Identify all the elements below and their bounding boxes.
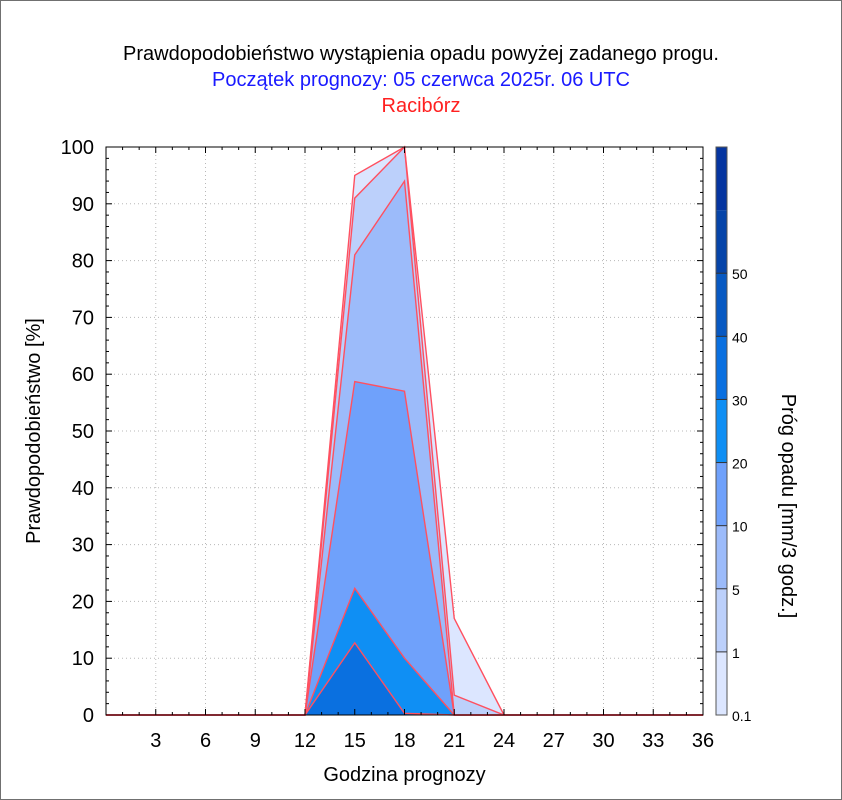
colorbar-segment bbox=[716, 462, 727, 526]
y-tick-label: 40 bbox=[72, 478, 94, 500]
x-axis-label: Godzina prognozy bbox=[323, 764, 485, 786]
y-tick-label: 30 bbox=[72, 535, 94, 557]
colorbar-tick-label: 10 bbox=[732, 519, 748, 535]
colorbar-tick-label: 1 bbox=[732, 645, 740, 661]
colorbar-label: Próg opadu [mm/3 godz.] bbox=[777, 394, 799, 619]
forecast-start-subtitle: Początek prognozy: 05 czerwca 2025r. 06 … bbox=[212, 69, 630, 91]
y-tick-label: 50 bbox=[72, 421, 94, 443]
series-areas bbox=[106, 145, 703, 716]
axes: 3 6 9 12 15 18 21 24 27 30 33 360102030405060708090… bbox=[61, 137, 715, 752]
y-tick-label: 80 bbox=[72, 251, 94, 273]
x-tick-label: 30 bbox=[592, 730, 614, 752]
x-tick-label: 9 bbox=[250, 730, 261, 752]
colorbar-segment bbox=[716, 399, 727, 463]
area-20 bbox=[106, 588, 703, 715]
colorbar-tick-label: 30 bbox=[732, 392, 748, 408]
colorbar-segment bbox=[716, 273, 727, 337]
y-tick-label: 10 bbox=[72, 648, 94, 670]
colorbar-border bbox=[715, 146, 728, 716]
colorbar: 0.1 1 5 10 20 30 40 50 bbox=[715, 146, 752, 724]
y-tick-label: 20 bbox=[72, 591, 94, 613]
y-tick-label: 70 bbox=[72, 307, 94, 329]
x-tick-label: 15 bbox=[344, 730, 366, 752]
y-tick-label: 60 bbox=[72, 364, 94, 386]
x-tick-label: 12 bbox=[294, 730, 316, 752]
colorbar-segment bbox=[716, 210, 727, 274]
area-10 bbox=[106, 381, 703, 715]
x-tick-label: 27 bbox=[543, 730, 565, 752]
colorbar-tick-label: 50 bbox=[732, 266, 748, 282]
colorbar-segment bbox=[716, 336, 727, 400]
x-tick-label: 3 bbox=[150, 730, 161, 752]
chart-title: Prawdopodobieństwo wystąpienia opadu pow… bbox=[123, 43, 719, 65]
colorbar-segment bbox=[716, 588, 727, 652]
y-tick-label: 0 bbox=[83, 705, 94, 727]
colorbar-tick-label: 20 bbox=[732, 456, 748, 472]
y-tick-label: 100 bbox=[61, 137, 94, 159]
x-tick-label: 33 bbox=[642, 730, 664, 752]
y-tick-label: 90 bbox=[72, 194, 94, 216]
location-subtitle: Racibórz bbox=[381, 95, 461, 117]
x-tick-label: 24 bbox=[493, 730, 515, 752]
colorbar-segment bbox=[716, 525, 727, 589]
colorbar-tick-label: 0.1 bbox=[732, 708, 752, 724]
x-tick-label: 6 bbox=[200, 730, 211, 752]
x-tick-label: 18 bbox=[393, 730, 415, 752]
colorbar-tick-label: 5 bbox=[732, 582, 740, 598]
x-tick-label: 36 bbox=[692, 730, 714, 752]
colorbar-tick-label: 40 bbox=[732, 329, 748, 345]
x-tick-label: 21 bbox=[443, 730, 465, 752]
colorbar-segment bbox=[716, 147, 727, 211]
y-axis-label: Prawdopodobieństwo [%] bbox=[23, 318, 45, 544]
colorbar-segment bbox=[716, 651, 727, 715]
